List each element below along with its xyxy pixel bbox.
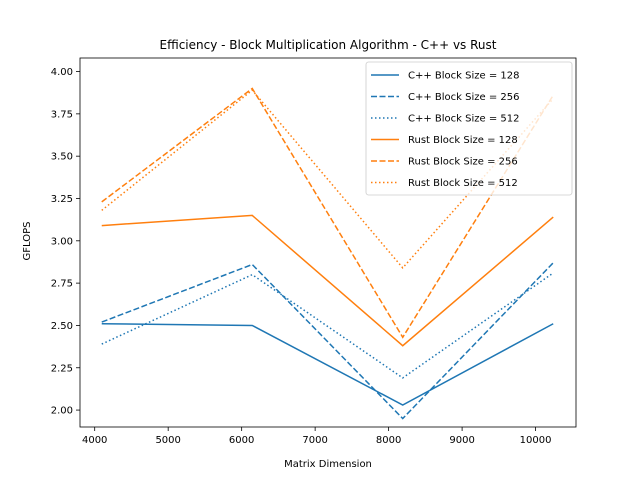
x-tick-label: 9000 bbox=[449, 435, 474, 446]
series-line bbox=[101, 89, 554, 270]
series-line bbox=[101, 323, 554, 406]
x-tick-label: 10000 bbox=[520, 435, 552, 446]
x-tick-label: 5000 bbox=[155, 435, 180, 446]
legend-label: Rust Block Size = 256 bbox=[408, 157, 518, 168]
y-tick-label: 3.00 bbox=[51, 236, 73, 247]
x-tick-label: 7000 bbox=[302, 435, 327, 446]
legend-label: Rust Block Size = 128 bbox=[408, 135, 518, 146]
y-tick-label: 2.00 bbox=[51, 406, 73, 417]
y-tick-label: 2.50 bbox=[51, 321, 73, 332]
legend-label: C++ Block Size = 128 bbox=[408, 71, 520, 82]
y-tick-label: 3.25 bbox=[51, 194, 73, 205]
series-line bbox=[101, 272, 554, 379]
y-axis-label: GFLOPS bbox=[22, 222, 33, 261]
y-tick-label: 2.75 bbox=[51, 279, 73, 290]
plot-area: 4000 5000 6000 7000 8000 9000 10000 2.00 2.25 2.5… bbox=[51, 57, 577, 446]
x-tick-label: 6000 bbox=[229, 435, 254, 446]
y-tick-label: 2.25 bbox=[51, 363, 73, 374]
legend-label: C++ Block Size = 256 bbox=[408, 92, 520, 103]
legend-box bbox=[365, 61, 573, 196]
x-tick-label: 8000 bbox=[376, 435, 401, 446]
x-tick-label: 4000 bbox=[82, 435, 107, 446]
x-axis-label: Matrix Dimension bbox=[284, 459, 372, 470]
y-tick-label: 3.50 bbox=[51, 152, 73, 163]
y-tick-label: 4.00 bbox=[51, 67, 73, 78]
series-line bbox=[101, 87, 554, 339]
legend: C++ Block Size = 128 C++ Block Size = 256… bbox=[365, 61, 573, 196]
series-line bbox=[101, 214, 554, 347]
axes-frame bbox=[79, 57, 577, 428]
series-line bbox=[101, 262, 554, 420]
y-tick-label: 3.75 bbox=[51, 109, 73, 120]
chart-title: Efficiency - Block Multiplication Algori… bbox=[160, 38, 497, 52]
legend-label: Rust Block Size = 512 bbox=[408, 178, 518, 189]
legend-label: C++ Block Size = 512 bbox=[408, 114, 520, 125]
